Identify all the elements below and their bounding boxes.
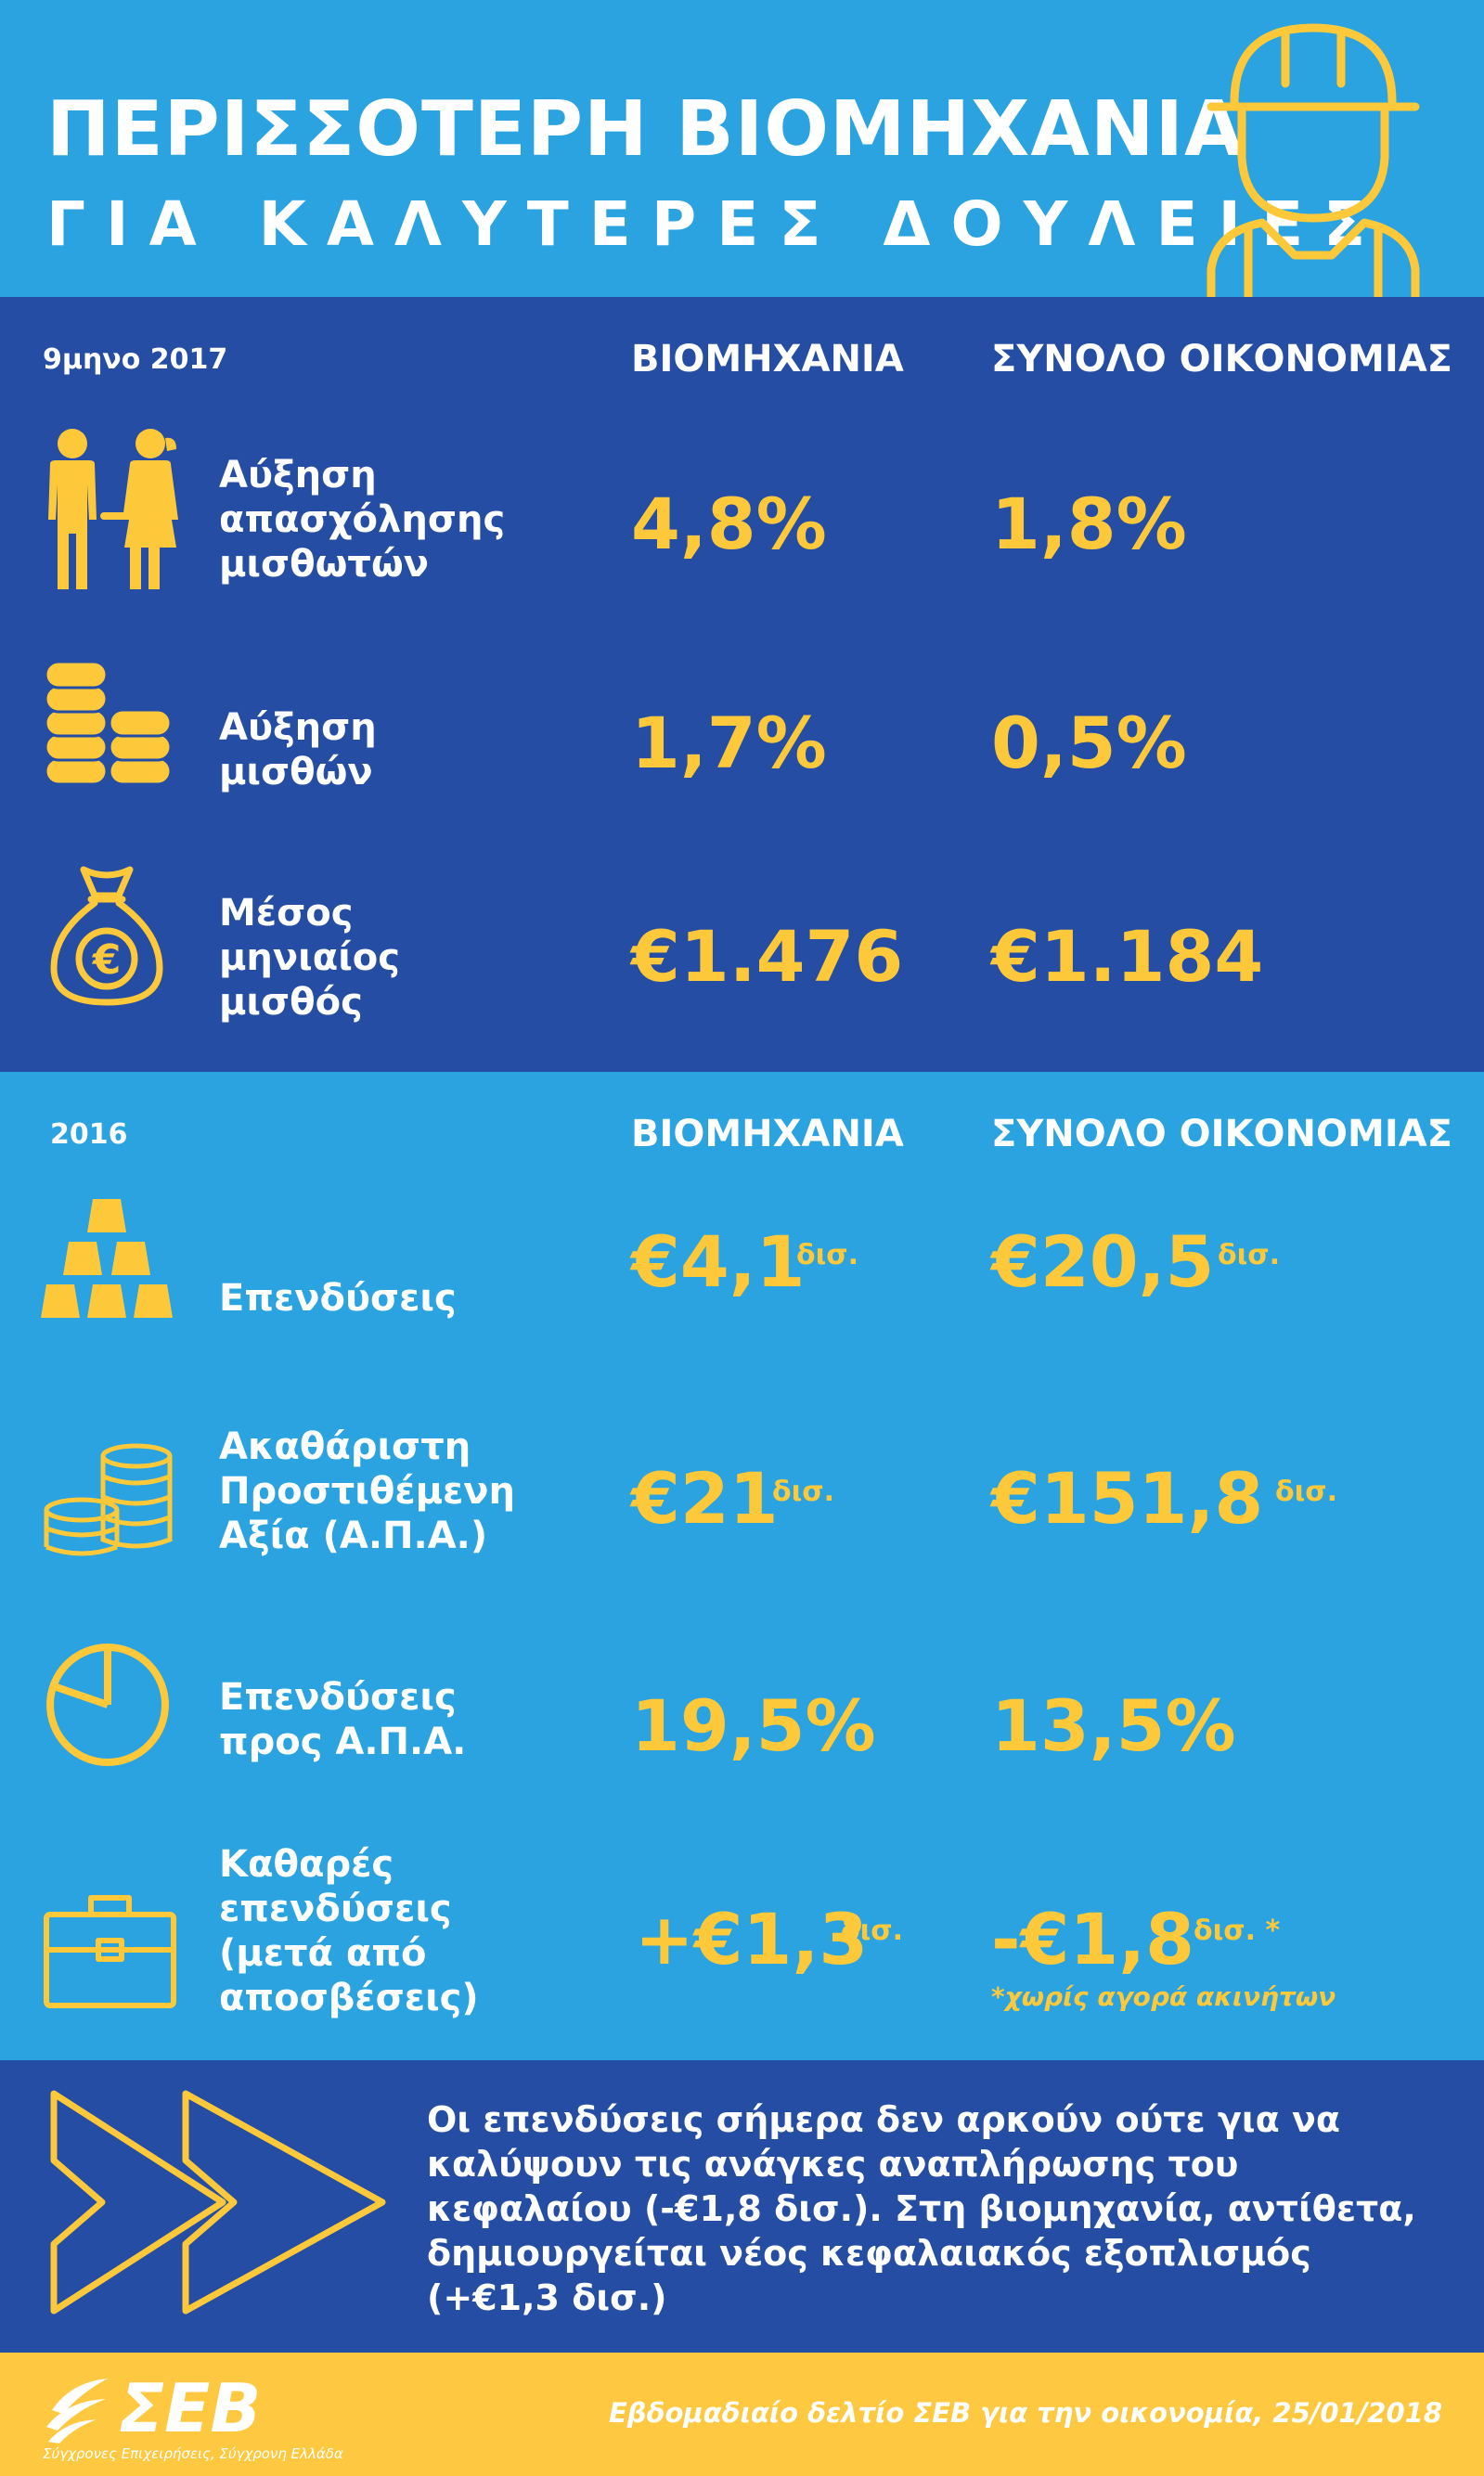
construction-worker-icon — [1207, 23, 1420, 297]
value-economy-wages: 0,5% — [991, 702, 1187, 784]
value-economy-avg-wage: €1.184 — [991, 915, 1264, 998]
svg-text:€: € — [92, 936, 122, 984]
column-header-economy: ΣΥΝΟΛΟ ΟΙΚΟΝΟΜΙΑΣ — [991, 1113, 1452, 1155]
source-note: Εβδομαδιαίο δελτίο ΣΕΒ για την οικονομία… — [609, 2397, 1442, 2429]
briefcase-icon — [44, 1895, 176, 2008]
value-industry-inv-gva: 19,5% — [631, 1684, 876, 1767]
value-economy-net-investments: -€1,8 — [991, 1898, 1195, 1980]
period-label: 9μηνο 2017 — [43, 343, 228, 376]
unit-industry-investments: δισ. — [796, 1239, 859, 1271]
value-industry-gva: €21 — [631, 1457, 779, 1540]
footer: ΣΕΒ Σύγχρονες Επιχειρήσεις, Σύγχρονη Ελλ… — [0, 2353, 1484, 2476]
label-employment-growth: Αύξηση απασχόλησης μισθωτών — [219, 454, 506, 586]
label-gross-value-added: Ακαθάριστη Προστιθέμενη Αξία (Α.Π.Α.) — [219, 1425, 516, 1557]
value-economy-employment: 1,8% — [991, 483, 1187, 565]
section-2016-investment: 2016 ΒΙΟΜΗΧΑΝΙΑ ΣΥΝΟΛΟ ΟΙΚΟΝΟΜΙΑΣ Επενδύ… — [0, 1072, 1484, 2060]
value-industry-employment: 4,8% — [631, 483, 827, 565]
gold-bars-icon — [41, 1199, 173, 1318]
sev-logo-sun-icon — [46, 2379, 108, 2444]
label-wage-growth: Αύξηση μισθών — [219, 706, 377, 793]
conclusion-section: Οι επενδύσεις σήμερα δεν αρκούν ούτε για… — [0, 2060, 1484, 2353]
double-arrow-icon — [50, 2090, 386, 2315]
label-net-investments: Καθαρές επενδύσεις (μετά από αποσβέσεις) — [219, 1843, 479, 2019]
column-header-industry: ΒΙΟΜΗΧΑΝΙΑ — [631, 1113, 904, 1155]
header: ΠΕΡΙΣΣΟΤΕΡΗ ΒΙΟΜΗΧΑΝΙΑ ΓΙΑ ΚΑΛΥΤΕΡΕΣ ΔΟΥ… — [0, 0, 1484, 297]
value-industry-investments: €4,1 — [631, 1220, 806, 1303]
value-industry-net-investments: +€1,3 — [635, 1898, 869, 1980]
value-economy-investments: €20,5 — [991, 1220, 1215, 1303]
money-bag-euro-icon: € — [50, 866, 163, 1006]
unit-economy-investments: δισ. — [1218, 1239, 1281, 1271]
conclusion-text: Οι επενδύσεις σήμερα δεν αρκούν ούτε για… — [427, 2099, 1416, 2318]
sev-logo-text: ΣΕΒ — [119, 2369, 262, 2447]
label-investments-to-gva: Επενδύσεις προς Α.Π.Α. — [219, 1676, 467, 1763]
title-line-2: ΓΙΑ ΚΑΛΥΤΕΡΕΣ ΔΟΥΛΕΙΕΣ — [46, 188, 1387, 260]
couple-icon — [48, 429, 178, 589]
unit-industry-net-investments: δισ. — [841, 1915, 904, 1947]
unit-industry-gva: δισ. — [772, 1476, 835, 1508]
coin-stacks-icon — [44, 660, 173, 786]
label-investments: Επενδύσεις — [219, 1277, 457, 1320]
unit-economy-gva: δισ. — [1275, 1476, 1338, 1508]
footnote-excluding-real-estate: *χωρίς αγορά ακινήτων — [991, 1981, 1336, 2012]
value-industry-wages: 1,7% — [631, 702, 827, 784]
column-header-economy: ΣΥΝΟΛΟ ΟΙΚΟΝΟΜΙΑΣ — [991, 338, 1452, 380]
pie-chart-icon — [46, 1644, 169, 1766]
value-economy-inv-gva: 13,5% — [991, 1684, 1236, 1767]
value-industry-avg-wage: €1.476 — [631, 915, 904, 998]
period-label: 2016 — [50, 1118, 128, 1151]
column-header-industry: ΒΙΟΜΗΧΑΝΙΑ — [631, 338, 904, 380]
title-line-1: ΠΕΡΙΣΣΟΤΕΡΗ ΒΙΟΜΗΧΑΝΙΑ — [46, 85, 1245, 174]
sev-tagline: Σύγχρονες Επιχειρήσεις, Σύγχρονη Ελλάδα — [43, 2445, 343, 2462]
section-2017-wages: 9μηνο 2017 ΒΙΟΜΗΧΑΝΙΑ ΣΥΝΟΛΟ ΟΙΚΟΝΟΜΙΑΣ … — [0, 297, 1484, 1072]
coins-icon — [44, 1443, 173, 1556]
unit-economy-net-investments: δισ. * — [1194, 1915, 1281, 1947]
value-economy-gva: €151,8 — [991, 1457, 1264, 1540]
label-average-monthly-wage: Μέσος μηνιαίος μισθός — [219, 892, 400, 1024]
